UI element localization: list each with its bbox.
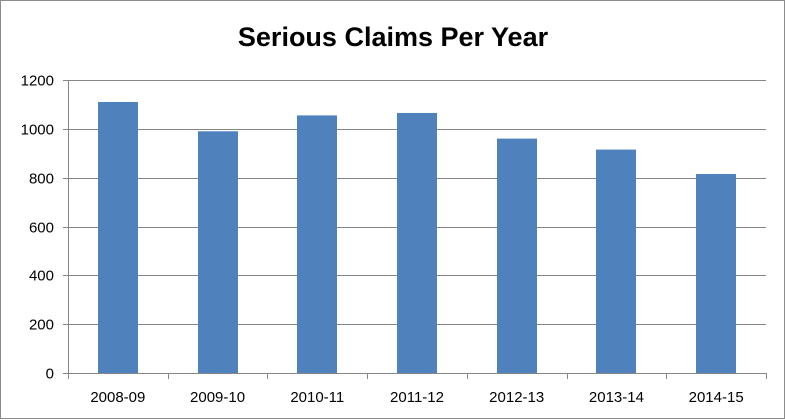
x-tick-label: 2012-13	[489, 389, 544, 406]
bar-2009-10	[198, 131, 238, 373]
x-tick-labels: 2008-09 2009-10 2010-11 2011-12 2012-13 2013-…	[90, 389, 743, 406]
y-tick-label: 0	[46, 366, 54, 383]
bar-2008-09	[98, 101, 138, 373]
y-tick-label: 1200	[21, 73, 54, 90]
y-tick-label: 800	[29, 171, 54, 188]
y-tick-label: 600	[29, 220, 54, 237]
bar-2014-15	[696, 174, 736, 373]
x-tick-label: 2010-11	[290, 389, 344, 406]
axes	[63, 80, 767, 379]
y-tick-label: 1000	[21, 122, 54, 139]
bar-2012-13	[497, 138, 537, 373]
y-tick-label: 200	[29, 317, 54, 334]
y-tick-label: 400	[29, 268, 54, 285]
x-tick-label: 2013-14	[589, 389, 644, 406]
x-tick-label: 2009-10	[190, 389, 245, 406]
bar-2011-12	[397, 112, 437, 374]
bar-2010-11	[297, 115, 337, 373]
x-tick-label: 2011-12	[390, 389, 444, 406]
chart-title: Serious Claims Per Year	[238, 22, 549, 52]
x-tick-label: 2014-15	[689, 389, 744, 406]
bars	[98, 101, 736, 374]
y-tick-labels: 0 200 400 600 800 1000 1200	[21, 73, 54, 383]
bar-2013-14	[596, 149, 636, 373]
x-tick-label: 2008-09	[90, 389, 145, 406]
